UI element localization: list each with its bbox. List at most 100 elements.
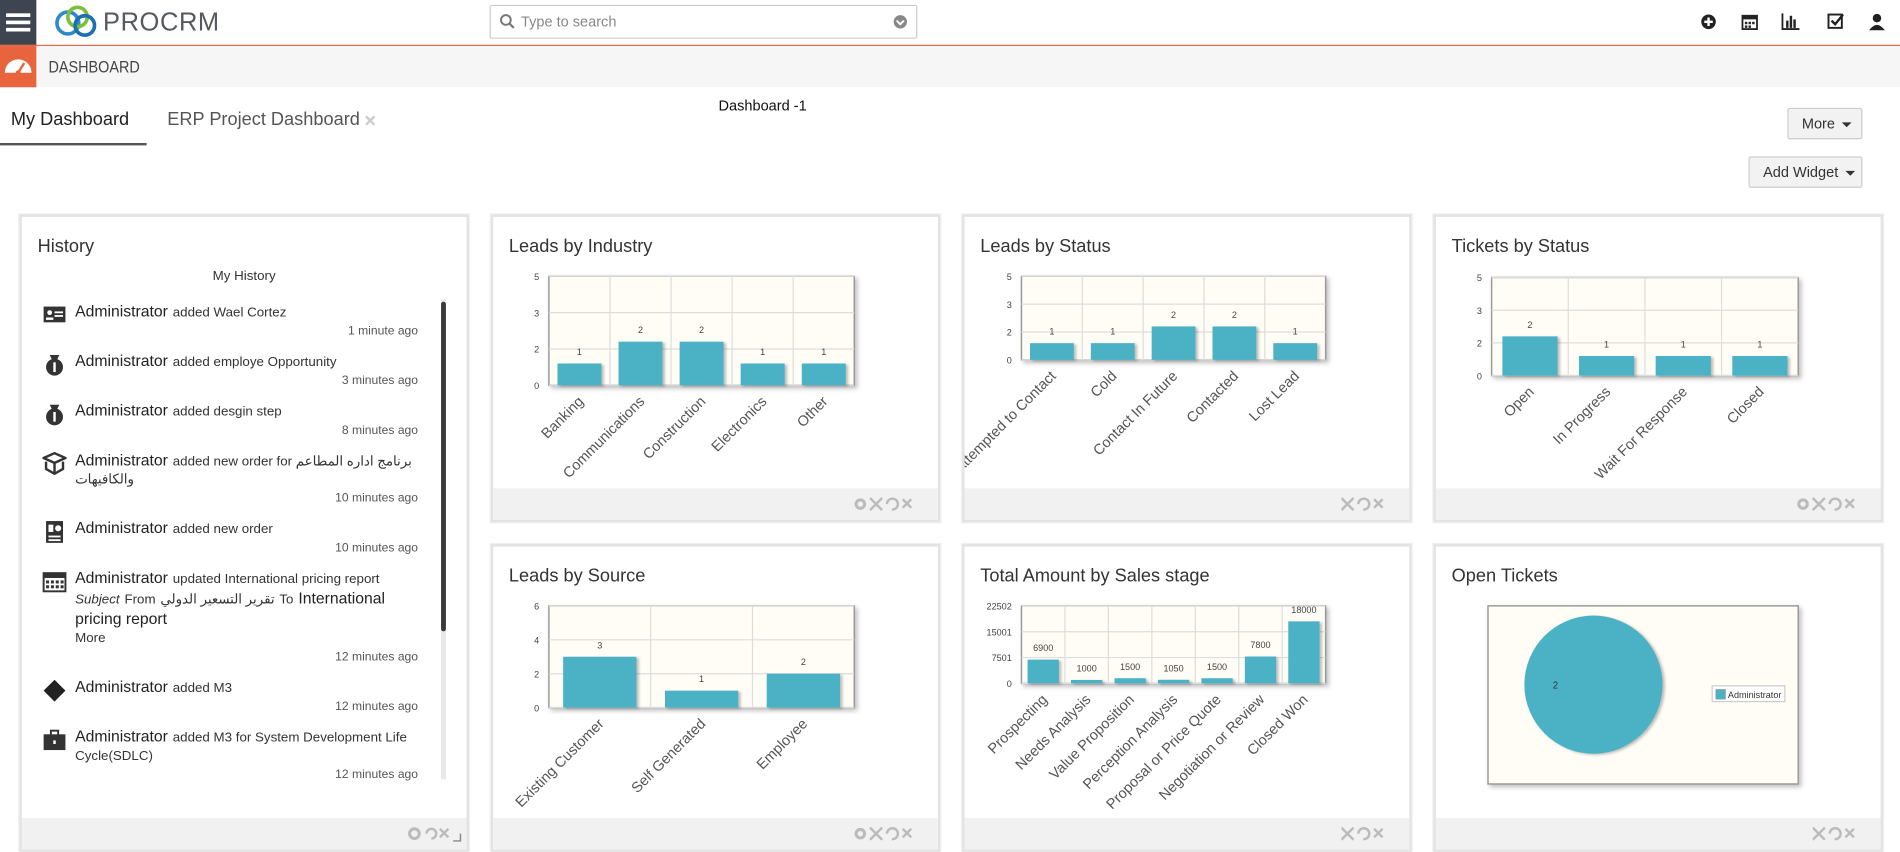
scrollbar-thumb[interactable] xyxy=(441,301,446,632)
icon-part xyxy=(49,729,60,737)
detail-from: تقرير التسعير الدولي xyxy=(160,592,275,608)
chart-widget: 2 Administrator Open Tickets xyxy=(1433,544,1884,852)
history-icon xyxy=(43,729,66,751)
widget-controls[interactable] xyxy=(1341,826,1411,843)
y-tick-label: 5 xyxy=(534,272,539,282)
history-item: Administrator added new order 10 minutes a… xyxy=(22,519,441,558)
add-icon[interactable] xyxy=(1699,12,1718,31)
control-icon xyxy=(901,498,913,509)
bar xyxy=(1071,679,1103,684)
history-detail: Subject From تقرير التسعير الدولي To Interna… xyxy=(75,589,418,630)
widget-footer xyxy=(21,817,467,850)
calendar-icon[interactable] xyxy=(1740,12,1759,31)
history-time: 3 minutes ago xyxy=(341,374,419,388)
reports-icon[interactable] xyxy=(1781,12,1800,31)
control-icon xyxy=(869,497,883,511)
x-tick-label: Needs Analysis xyxy=(1013,692,1095,774)
top-bar: PROCRM Type to search xyxy=(0,0,1900,47)
x-tick-label: Banking xyxy=(539,394,587,442)
detail-from-word: From xyxy=(124,592,156,608)
icon-part xyxy=(49,355,60,360)
y-tick-label: 0 xyxy=(1477,371,1482,381)
history-action: added Wael Cortez xyxy=(172,305,287,320)
history-line: Administrator added Wael Cortez xyxy=(75,302,418,323)
x-tick-label: Employee xyxy=(754,716,811,773)
history-item: Administrator added new order for برنامج … xyxy=(22,451,441,508)
x-tick-label: Existing Customer xyxy=(513,716,608,811)
bar xyxy=(740,363,785,386)
tab[interactable]: ERP Project Dashboard xyxy=(167,109,360,130)
widget-controls[interactable] xyxy=(854,826,927,843)
value-label: 1050 xyxy=(1163,663,1183,673)
history-line: Administrator added M3 xyxy=(75,677,418,698)
search-box[interactable]: Type to search xyxy=(489,4,918,39)
button-label: Add Widget xyxy=(1763,163,1839,181)
bar xyxy=(1090,343,1135,360)
pie-slice xyxy=(1524,615,1663,754)
history-time: 10 minutes ago xyxy=(335,541,419,555)
dashboard-icon xyxy=(0,46,37,88)
more-link[interactable]: More xyxy=(75,631,106,646)
value-label: 1 xyxy=(1681,340,1686,350)
more-button[interactable]: More xyxy=(1787,107,1863,140)
history-actor: Administrator xyxy=(75,568,168,587)
widget-controls[interactable] xyxy=(1812,826,1883,843)
history-line: Administrator updated International prici… xyxy=(75,568,418,589)
icon-part xyxy=(42,451,67,465)
widget-title: Leads by Source xyxy=(508,565,646,587)
control-icon xyxy=(1844,827,1855,839)
x-tick-label: Electronics xyxy=(709,394,771,456)
widget-controls[interactable] xyxy=(407,826,465,843)
history-icon xyxy=(42,572,67,593)
user-icon[interactable] xyxy=(1867,12,1886,31)
control-icon xyxy=(1844,498,1855,509)
y-tick-label: 0 xyxy=(1007,356,1012,366)
history-item: Administrator added M3 12 minutes ago xyxy=(22,677,441,716)
widget-controls[interactable] xyxy=(1797,497,1870,514)
widget-controls[interactable] xyxy=(1341,497,1411,514)
widget-footer xyxy=(1435,817,1883,850)
bar xyxy=(1114,678,1146,684)
x-tick-label: Construction xyxy=(640,394,709,463)
value-label: 1500 xyxy=(1120,662,1140,672)
legend-swatch xyxy=(1715,689,1726,700)
widget-subtitle: My History xyxy=(212,269,276,284)
tab[interactable]: My Dashboard xyxy=(10,109,130,130)
gauge-icon xyxy=(4,59,32,76)
y-tick-label: 5 xyxy=(1477,273,1482,283)
widget-footer xyxy=(493,488,938,520)
widget-controls[interactable] xyxy=(854,497,927,514)
history-actor: Administrator xyxy=(75,401,168,420)
bar xyxy=(1201,678,1233,684)
icon-part xyxy=(46,580,50,584)
control-icon xyxy=(854,827,867,840)
search-options[interactable] xyxy=(893,15,908,30)
bar xyxy=(1579,356,1635,376)
caret xyxy=(1845,170,1856,176)
icon-part xyxy=(53,740,56,745)
value-label: 2 xyxy=(699,325,704,335)
bar xyxy=(766,673,841,708)
history-line: Administrator added employe Opportunity xyxy=(75,351,418,372)
bar xyxy=(1288,621,1320,684)
tab-close[interactable] xyxy=(365,115,376,126)
control-icon xyxy=(1811,497,1826,511)
history-time: 12 minutes ago xyxy=(335,650,419,665)
active-tab-indicator xyxy=(0,142,147,146)
menu-button[interactable] xyxy=(0,0,37,45)
tasks-icon[interactable] xyxy=(1826,11,1845,30)
x-tick-label: Cold xyxy=(1088,368,1120,400)
value-label: 1 xyxy=(1110,327,1115,337)
widget-footer xyxy=(1435,488,1881,520)
icon-part xyxy=(54,315,64,317)
history-icon xyxy=(46,521,64,543)
icon-part xyxy=(53,362,56,373)
add-widget-button[interactable]: Add Widget xyxy=(1748,156,1863,188)
y-tick-label: 3 xyxy=(1007,300,1012,310)
icon-part xyxy=(46,317,54,320)
bar xyxy=(1027,659,1059,684)
x-tick-label: In Progress xyxy=(1550,384,1614,448)
history-actor: Administrator xyxy=(75,677,168,696)
